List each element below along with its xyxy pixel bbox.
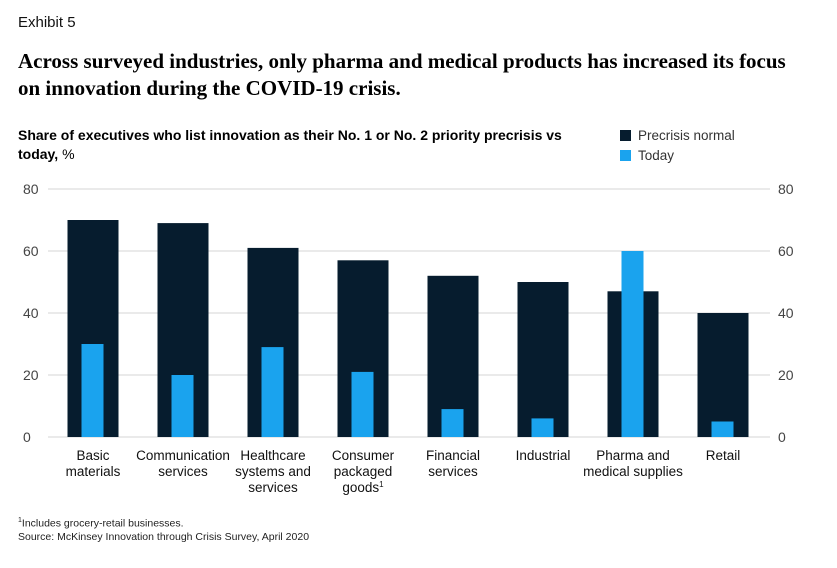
footnotes: 1Includes grocery-retail businesses. Sou…: [18, 514, 309, 544]
subtitle-text: Share of executives who list innovation …: [18, 127, 562, 162]
footnote-text: Includes grocery-retail businesses.: [21, 517, 184, 530]
y-tick-label-left: 80: [23, 181, 39, 197]
bar-precrisis: [697, 313, 749, 437]
source-note: Source: McKinsey Innovation through Cris…: [18, 530, 310, 543]
category-label: Financial services: [426, 448, 480, 479]
category-label: Healthcare systems and services: [235, 448, 311, 495]
bar-today: [351, 371, 374, 437]
category-label: Consumer packaged goods1: [332, 448, 395, 495]
footnote-1: 1Includes grocery-retail businesses.: [18, 514, 309, 531]
bar-today: [261, 347, 284, 437]
category-label: Retail: [706, 448, 741, 463]
legend-swatch-today: [620, 149, 631, 161]
chart-subtitle: Share of executives who list innovation …: [18, 126, 578, 164]
legend-swatch-precrisis: [620, 129, 631, 141]
legend: Precrisis normal Today: [620, 125, 735, 165]
chart-title: Across surveyed industries, only pharma …: [18, 49, 786, 100]
category-label: Industrial: [516, 448, 571, 463]
category-label: Basic materials: [66, 448, 121, 479]
legend-label-precrisis: Precrisis normal: [638, 127, 735, 143]
y-tick-label-left: 20: [23, 367, 39, 383]
legend-item-precrisis: Precrisis normal: [620, 125, 735, 145]
legend-label-today: Today: [638, 147, 675, 163]
category-label: Pharma and medical supplies: [583, 448, 683, 479]
bar-today: [621, 251, 644, 437]
footnote-marker: 1: [18, 517, 22, 524]
bar-today: [711, 421, 734, 437]
legend-item-today: Today: [620, 145, 735, 165]
y-tick-label-left: 0: [23, 429, 31, 445]
y-tick-label-right: 0: [778, 429, 786, 445]
y-tick-label-right: 60: [778, 243, 794, 259]
y-tick-label-right: 20: [778, 367, 794, 383]
bar-today: [81, 344, 104, 437]
y-tick-label-left: 60: [23, 243, 39, 259]
y-tick-label-left: 40: [23, 305, 39, 321]
bar-precrisis: [517, 282, 569, 437]
bar-today: [531, 418, 554, 437]
bar-today: [171, 375, 194, 437]
exhibit-label: Exhibit 5: [18, 14, 76, 31]
y-tick-label-right: 40: [778, 305, 794, 321]
category-label: Communication services: [136, 448, 230, 479]
y-tick-label-right: 80: [778, 181, 794, 197]
bar-today: [441, 409, 464, 437]
bar-chart: 0 0 20 20 40 40 60 60 80 80 Basic materials Communic…: [23, 181, 794, 495]
subtitle-unit: %: [58, 146, 75, 162]
